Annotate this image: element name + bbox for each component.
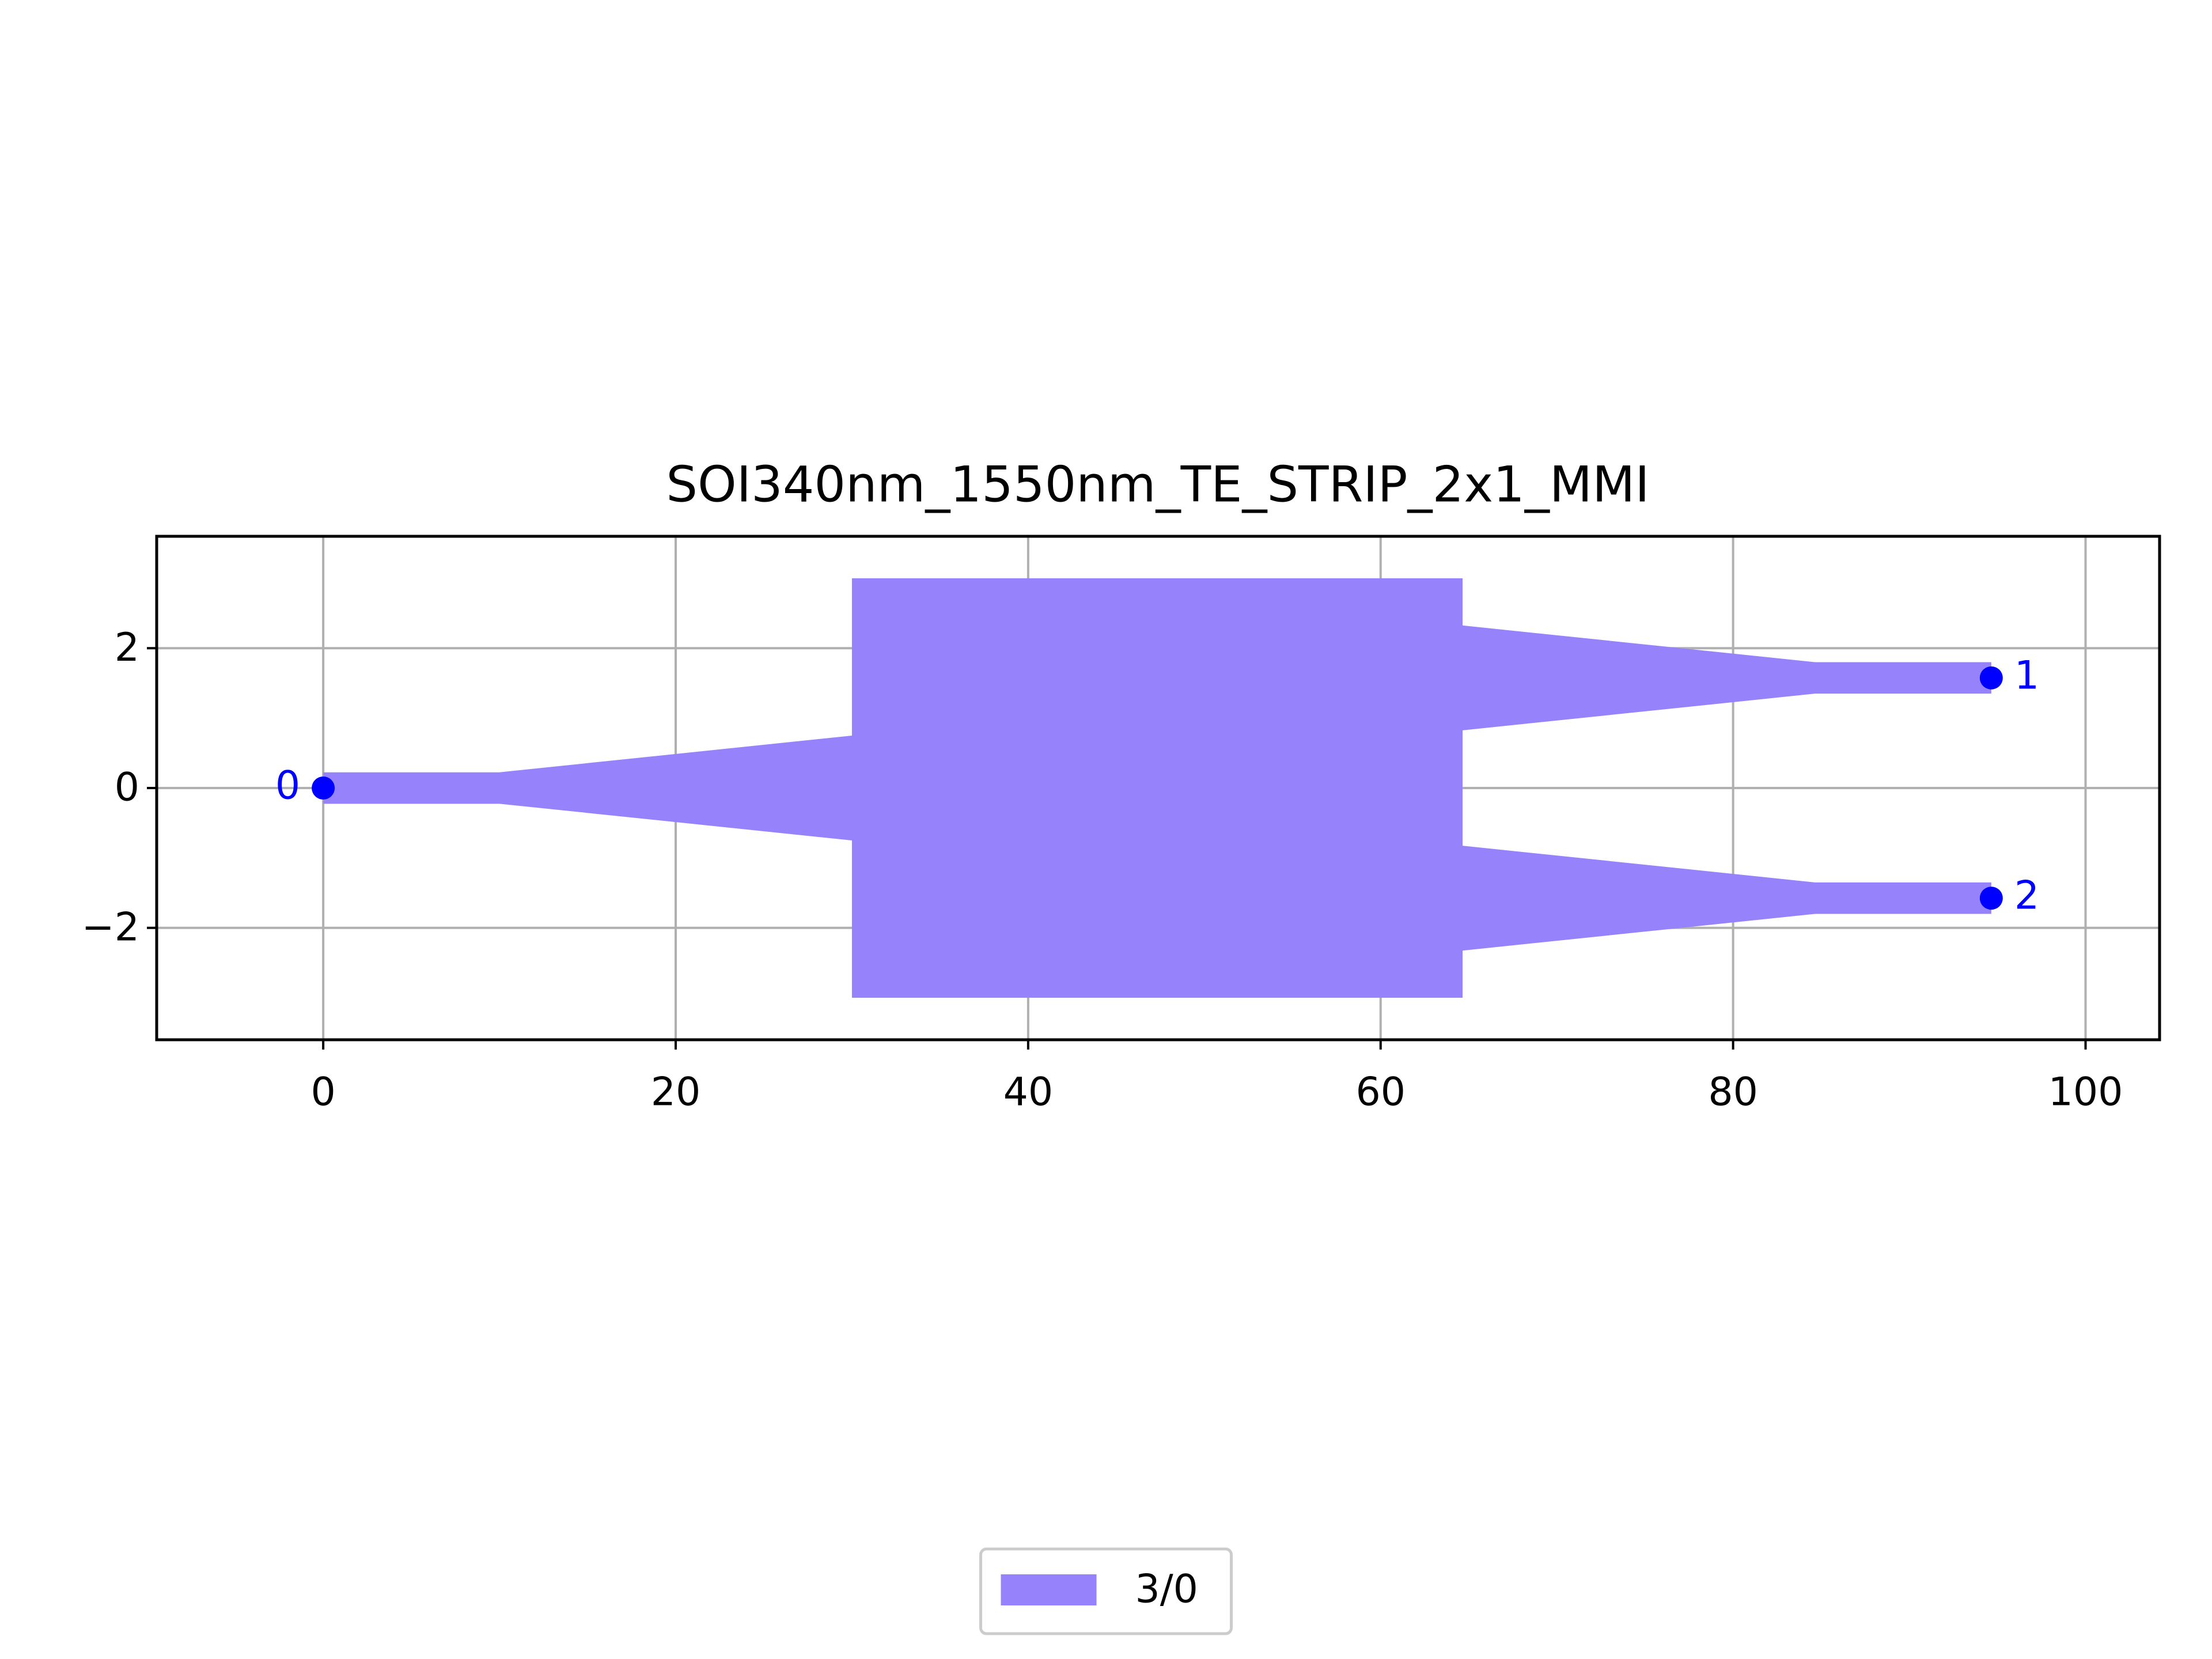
port-label: 0 — [275, 763, 300, 809]
chart-title: SOI340nm_1550nm_TE_STRIP_2x1_MMI — [666, 456, 1649, 513]
x-tick-label: 20 — [651, 1070, 701, 1115]
x-tick-label: 60 — [1355, 1070, 1406, 1115]
y-tick-label: 2 — [115, 625, 139, 671]
port-marker — [1979, 666, 2003, 690]
polygon — [323, 578, 1991, 998]
port-label: 2 — [2014, 873, 2039, 919]
x-tick-label: 0 — [310, 1070, 335, 1115]
legend-swatch — [1001, 1574, 1097, 1605]
axes-frame — [155, 535, 2161, 1041]
x-tick-label: 80 — [1708, 1070, 1758, 1115]
port-marker — [312, 777, 335, 800]
x-tick-label: 40 — [1003, 1070, 1054, 1115]
x-tick-label: 100 — [2048, 1070, 2123, 1115]
y-tick-label: 0 — [115, 765, 139, 810]
port-marker — [1979, 887, 2003, 910]
port-label: 1 — [2014, 653, 2039, 698]
legend-box — [979, 1547, 1233, 1635]
y-tick-label: −2 — [82, 904, 139, 950]
legend-label: 3/0 — [1135, 1567, 1198, 1612]
